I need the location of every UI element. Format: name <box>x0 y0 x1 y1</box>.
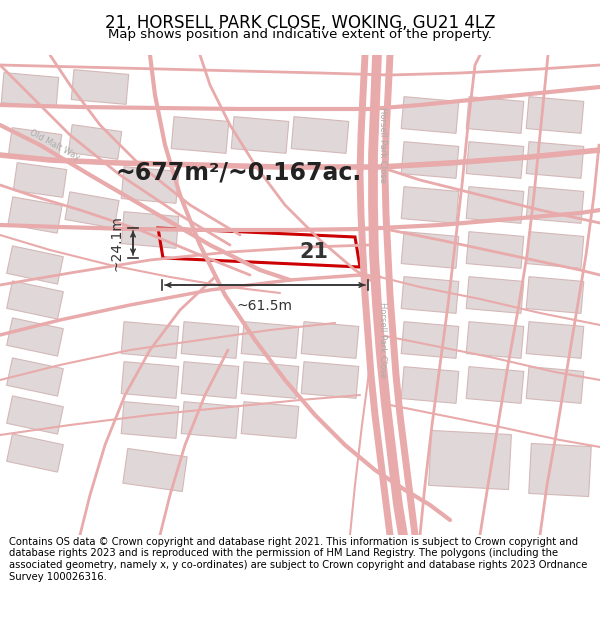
Polygon shape <box>68 124 122 159</box>
Polygon shape <box>401 142 459 178</box>
Polygon shape <box>121 322 179 358</box>
Polygon shape <box>466 142 524 178</box>
Polygon shape <box>1 72 59 107</box>
Polygon shape <box>181 402 239 438</box>
Polygon shape <box>13 162 67 198</box>
Polygon shape <box>526 187 584 223</box>
Text: 21: 21 <box>299 242 329 262</box>
Polygon shape <box>526 277 584 313</box>
Polygon shape <box>241 362 299 398</box>
Polygon shape <box>301 322 359 358</box>
Text: Map shows position and indicative extent of the property.: Map shows position and indicative extent… <box>108 28 492 41</box>
Polygon shape <box>526 142 584 178</box>
Polygon shape <box>301 362 359 398</box>
Text: Contains OS data © Crown copyright and database right 2021. This information is : Contains OS data © Crown copyright and d… <box>9 537 587 582</box>
Polygon shape <box>8 127 62 162</box>
Polygon shape <box>121 167 179 203</box>
Polygon shape <box>123 449 187 491</box>
Polygon shape <box>466 97 524 133</box>
Polygon shape <box>71 69 129 104</box>
Polygon shape <box>466 367 524 403</box>
Polygon shape <box>65 192 119 228</box>
Polygon shape <box>428 431 511 489</box>
Text: Horsell Park Close: Horsell Park Close <box>379 107 388 183</box>
Polygon shape <box>7 358 64 396</box>
Polygon shape <box>526 367 584 403</box>
Polygon shape <box>7 434 64 472</box>
Polygon shape <box>401 97 459 133</box>
Polygon shape <box>401 322 459 358</box>
Text: Old Malt Way: Old Malt Way <box>28 128 82 162</box>
Polygon shape <box>181 362 239 398</box>
Polygon shape <box>526 232 584 268</box>
Text: ~24.1m: ~24.1m <box>109 215 123 271</box>
Polygon shape <box>401 277 459 313</box>
Polygon shape <box>466 322 524 358</box>
Polygon shape <box>401 367 459 403</box>
Polygon shape <box>121 362 179 398</box>
Polygon shape <box>526 322 584 358</box>
Text: ~677m²/~0.167ac.: ~677m²/~0.167ac. <box>116 161 362 184</box>
Text: ~61.5m: ~61.5m <box>237 299 293 313</box>
Polygon shape <box>171 117 229 153</box>
Polygon shape <box>401 187 459 223</box>
Polygon shape <box>466 277 524 313</box>
Polygon shape <box>401 232 459 268</box>
Polygon shape <box>181 322 239 358</box>
Polygon shape <box>7 318 64 356</box>
Polygon shape <box>526 97 584 133</box>
Text: Horsell Park Close: Horsell Park Close <box>379 302 388 378</box>
Polygon shape <box>7 246 64 284</box>
Polygon shape <box>8 197 62 233</box>
Polygon shape <box>466 232 524 268</box>
Polygon shape <box>241 402 299 438</box>
Polygon shape <box>529 444 591 496</box>
Text: 21, HORSELL PARK CLOSE, WOKING, GU21 4LZ: 21, HORSELL PARK CLOSE, WOKING, GU21 4LZ <box>105 14 495 32</box>
Polygon shape <box>241 322 299 358</box>
Polygon shape <box>121 402 179 438</box>
Polygon shape <box>121 212 179 248</box>
Polygon shape <box>466 187 524 223</box>
Polygon shape <box>7 281 64 319</box>
Polygon shape <box>7 396 64 434</box>
Polygon shape <box>291 117 349 153</box>
Polygon shape <box>231 117 289 153</box>
